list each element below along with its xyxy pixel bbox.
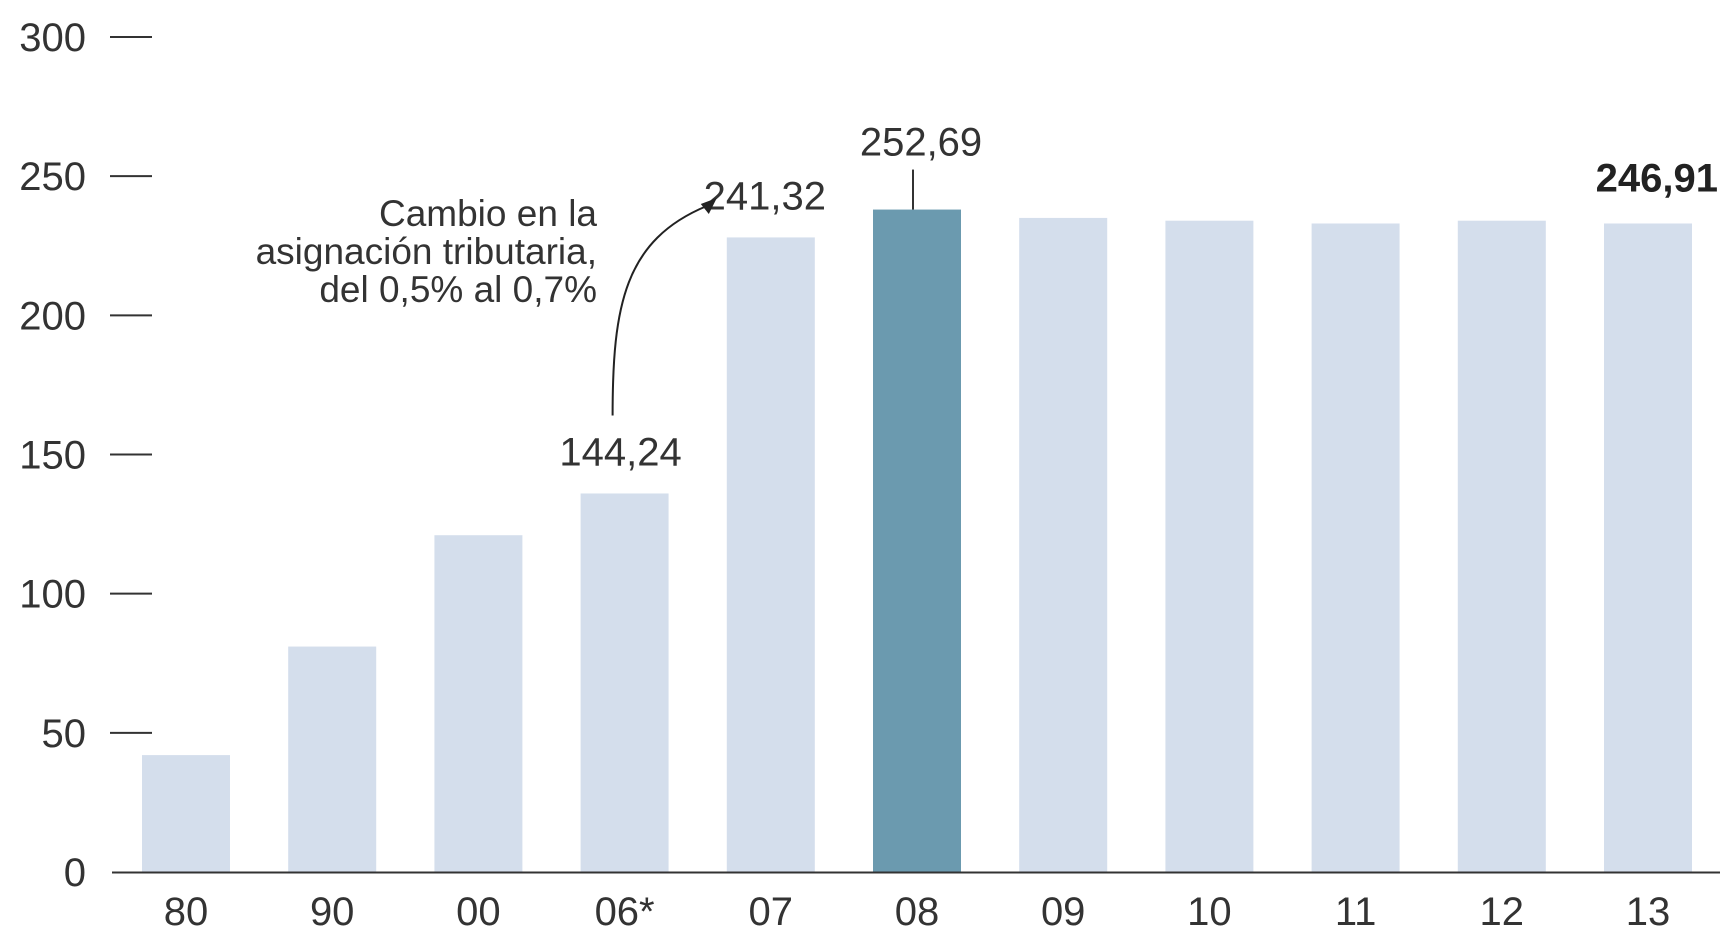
y-tick-label: 0 [64, 851, 86, 895]
annotation-line: Cambio en la [379, 193, 597, 234]
x-tick-label: 09 [1041, 890, 1086, 930]
x-tick-label: 00 [456, 890, 501, 930]
bar [1019, 217, 1108, 872]
data-labels: 144,24 241,32 252,69 246,91 [559, 121, 1718, 475]
annotation-arrowhead [700, 198, 717, 214]
bar [1311, 223, 1400, 872]
x-tick-label: 10 [1187, 890, 1232, 930]
bar [873, 209, 961, 873]
x-tick-label: 07 [749, 890, 794, 930]
annotation-line: del 0,5% al 0,7% [319, 269, 597, 310]
bar [726, 237, 815, 872]
data-label: 252,69 [860, 121, 982, 165]
y-tick-label: 50 [42, 712, 87, 756]
bar [434, 535, 523, 872]
bar [1457, 220, 1546, 872]
y-tick-label: 300 [19, 16, 86, 60]
bar [580, 493, 669, 872]
data-label: 241,32 [704, 174, 826, 218]
annotation-line: asignación tributaria, [256, 231, 597, 272]
data-label: 144,24 [559, 430, 681, 474]
y-tick-label: 250 [19, 155, 86, 199]
bar [1165, 220, 1254, 872]
y-tick-label: 100 [19, 573, 86, 617]
y-axis: 0 50 100 150 200 250 300 [19, 16, 152, 895]
x-axis: 80 90 00 06* 07 08 09 10 11 12 13 [112, 871, 1720, 930]
x-tick-label: 80 [164, 890, 209, 930]
x-tick-label: 90 [310, 890, 355, 930]
data-label: 246,91 [1596, 156, 1718, 200]
bars [142, 209, 1692, 873]
y-tick-label: 150 [19, 434, 86, 478]
annotation-arrow [611, 205, 708, 416]
bar [142, 755, 230, 872]
x-tick-label: 11 [1335, 890, 1377, 930]
bar [288, 646, 377, 872]
y-tick-label: 200 [19, 294, 86, 338]
x-tick-label: 08 [895, 890, 940, 930]
x-tick-label: 12 [1480, 890, 1525, 930]
x-tick-label: 06* [595, 890, 655, 930]
x-tick-label: 13 [1626, 890, 1671, 930]
bar [1604, 223, 1692, 872]
